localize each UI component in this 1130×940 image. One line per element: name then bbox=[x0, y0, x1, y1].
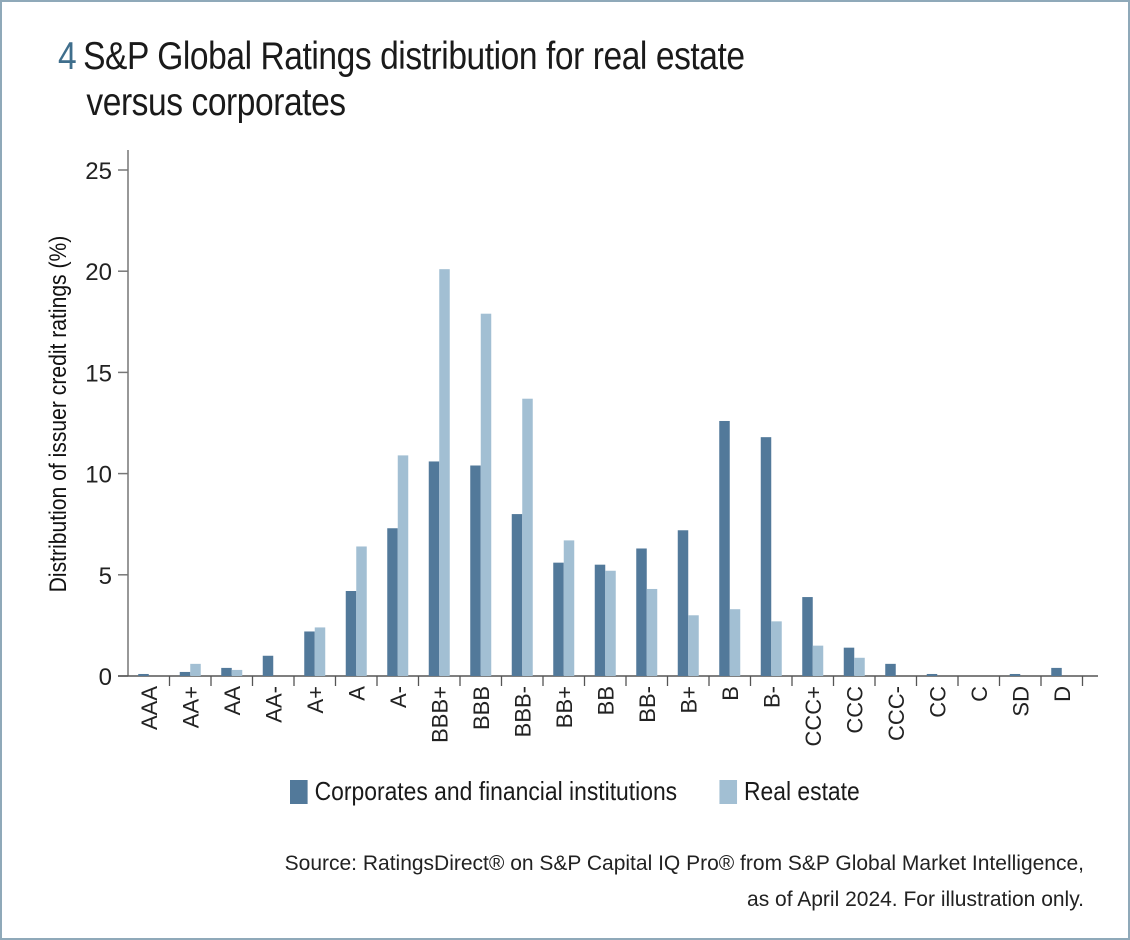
x-tick-label: C bbox=[967, 686, 992, 702]
bars bbox=[138, 269, 1062, 676]
x-tick-label: AA+ bbox=[178, 686, 203, 728]
x-tick-label: D bbox=[1050, 686, 1075, 702]
source-line-2: as of April 2024. For illustration only. bbox=[747, 888, 1084, 911]
title-line-2: versus corporates bbox=[86, 81, 346, 124]
legend-label-corporates: Corporates and financial institutions bbox=[314, 776, 678, 806]
bar-corporates bbox=[511, 514, 523, 676]
bar-real-estate bbox=[729, 609, 741, 676]
y-tick-label: 15 bbox=[85, 360, 112, 387]
source-line-1: Source: RatingsDirect® on S&P Capital IQ… bbox=[284, 852, 1084, 875]
y-tick-label: 0 bbox=[99, 664, 112, 691]
bar-real-estate bbox=[231, 669, 243, 676]
y-axis: 0 5 10 15 20 25 bbox=[85, 150, 129, 691]
bar-corporates bbox=[1009, 673, 1021, 676]
bar-corporates bbox=[760, 437, 772, 676]
bar-corporates bbox=[221, 667, 232, 676]
bar-real-estate bbox=[397, 455, 409, 676]
bar-corporates bbox=[885, 663, 896, 676]
bar-real-estate bbox=[356, 546, 367, 676]
bar-corporates bbox=[594, 564, 606, 676]
title-line-1: S&P Global Ratings distribution for real… bbox=[83, 35, 745, 78]
bar-corporates bbox=[1051, 667, 1062, 676]
x-tick-label: BB bbox=[593, 686, 618, 715]
x-axis: AAA AA+ AA AA- A+ A A- BBB+ BBB BBB- BB+ BB BB- B+ B B-… bbox=[118, 675, 1098, 747]
bar-corporates bbox=[802, 597, 813, 676]
x-tick-label: A bbox=[344, 686, 369, 701]
bar-corporates bbox=[553, 562, 564, 676]
bar-corporates bbox=[428, 461, 440, 676]
bar-corporates bbox=[843, 647, 855, 676]
bar-real-estate bbox=[314, 627, 326, 676]
x-tick-label: BB+ bbox=[552, 686, 577, 728]
bar-real-estate bbox=[688, 615, 699, 676]
x-tick-label: AA bbox=[220, 686, 245, 716]
x-tick-label: AA- bbox=[261, 686, 286, 723]
bar-corporates bbox=[926, 673, 938, 676]
figure-number: 4 bbox=[58, 35, 77, 78]
x-tick-label: CCC- bbox=[884, 686, 909, 741]
bar-real-estate bbox=[480, 313, 492, 676]
bar-real-estate bbox=[522, 398, 533, 676]
legend-label-real-estate: Real estate bbox=[743, 776, 860, 806]
x-tick-label: B+ bbox=[676, 686, 701, 714]
x-tick-label: CC bbox=[925, 686, 950, 718]
bar-real-estate bbox=[771, 621, 782, 676]
x-tick-label: BBB- bbox=[510, 686, 535, 737]
bar-corporates bbox=[304, 631, 315, 676]
x-tick-label: B- bbox=[759, 686, 784, 708]
x-tick-label: CCC+ bbox=[801, 686, 826, 747]
bar-corporates bbox=[677, 530, 689, 676]
x-tick-label: BB- bbox=[635, 686, 660, 723]
bar-real-estate bbox=[439, 269, 450, 676]
x-tick-label: A+ bbox=[303, 686, 328, 714]
legend-item-real-estate: Real estate bbox=[719, 776, 860, 807]
y-tick-label: 5 bbox=[99, 563, 112, 590]
y-axis-label: Distribution of issuer credit ratings (%… bbox=[45, 236, 72, 593]
bar-corporates bbox=[719, 420, 730, 676]
source-note: Source: RatingsDirect® on S&P Capital IQ… bbox=[285, 846, 1084, 918]
bar-corporates bbox=[345, 590, 357, 676]
bar-corporates bbox=[470, 465, 481, 676]
legend: Corporates and financial institutions Re… bbox=[290, 776, 902, 807]
legend-item-corporates: Corporates and financial institutions bbox=[290, 776, 677, 807]
bar-real-estate bbox=[854, 657, 865, 676]
bar-real-estate bbox=[646, 588, 658, 676]
x-tick-label: SD bbox=[1008, 686, 1033, 717]
bar-real-estate bbox=[812, 645, 824, 676]
x-tick-label: BBB+ bbox=[427, 686, 452, 743]
chart-title: 4 S&P Global Ratings distribution for rea… bbox=[58, 34, 745, 126]
bar-corporates bbox=[138, 673, 149, 676]
bar-corporates bbox=[387, 528, 398, 676]
y-tick-label: 20 bbox=[85, 259, 112, 286]
x-tick-label: AAA bbox=[137, 686, 162, 730]
bar-real-estate bbox=[563, 540, 575, 676]
y-tick-label: 25 bbox=[85, 158, 112, 185]
x-tick-label: CCC bbox=[842, 686, 867, 734]
x-tick-label: B bbox=[718, 686, 743, 701]
bar-real-estate bbox=[190, 663, 201, 676]
bar-corporates bbox=[179, 671, 191, 676]
bar-real-estate bbox=[605, 570, 616, 676]
bar-corporates bbox=[262, 655, 274, 676]
bar-corporates bbox=[636, 548, 647, 676]
legend-swatch-real-estate bbox=[719, 779, 737, 804]
legend-swatch-corporates bbox=[290, 779, 308, 804]
x-tick-label: BBB bbox=[469, 686, 494, 730]
y-tick-label: 10 bbox=[85, 462, 112, 489]
x-tick-label: A- bbox=[386, 686, 411, 708]
